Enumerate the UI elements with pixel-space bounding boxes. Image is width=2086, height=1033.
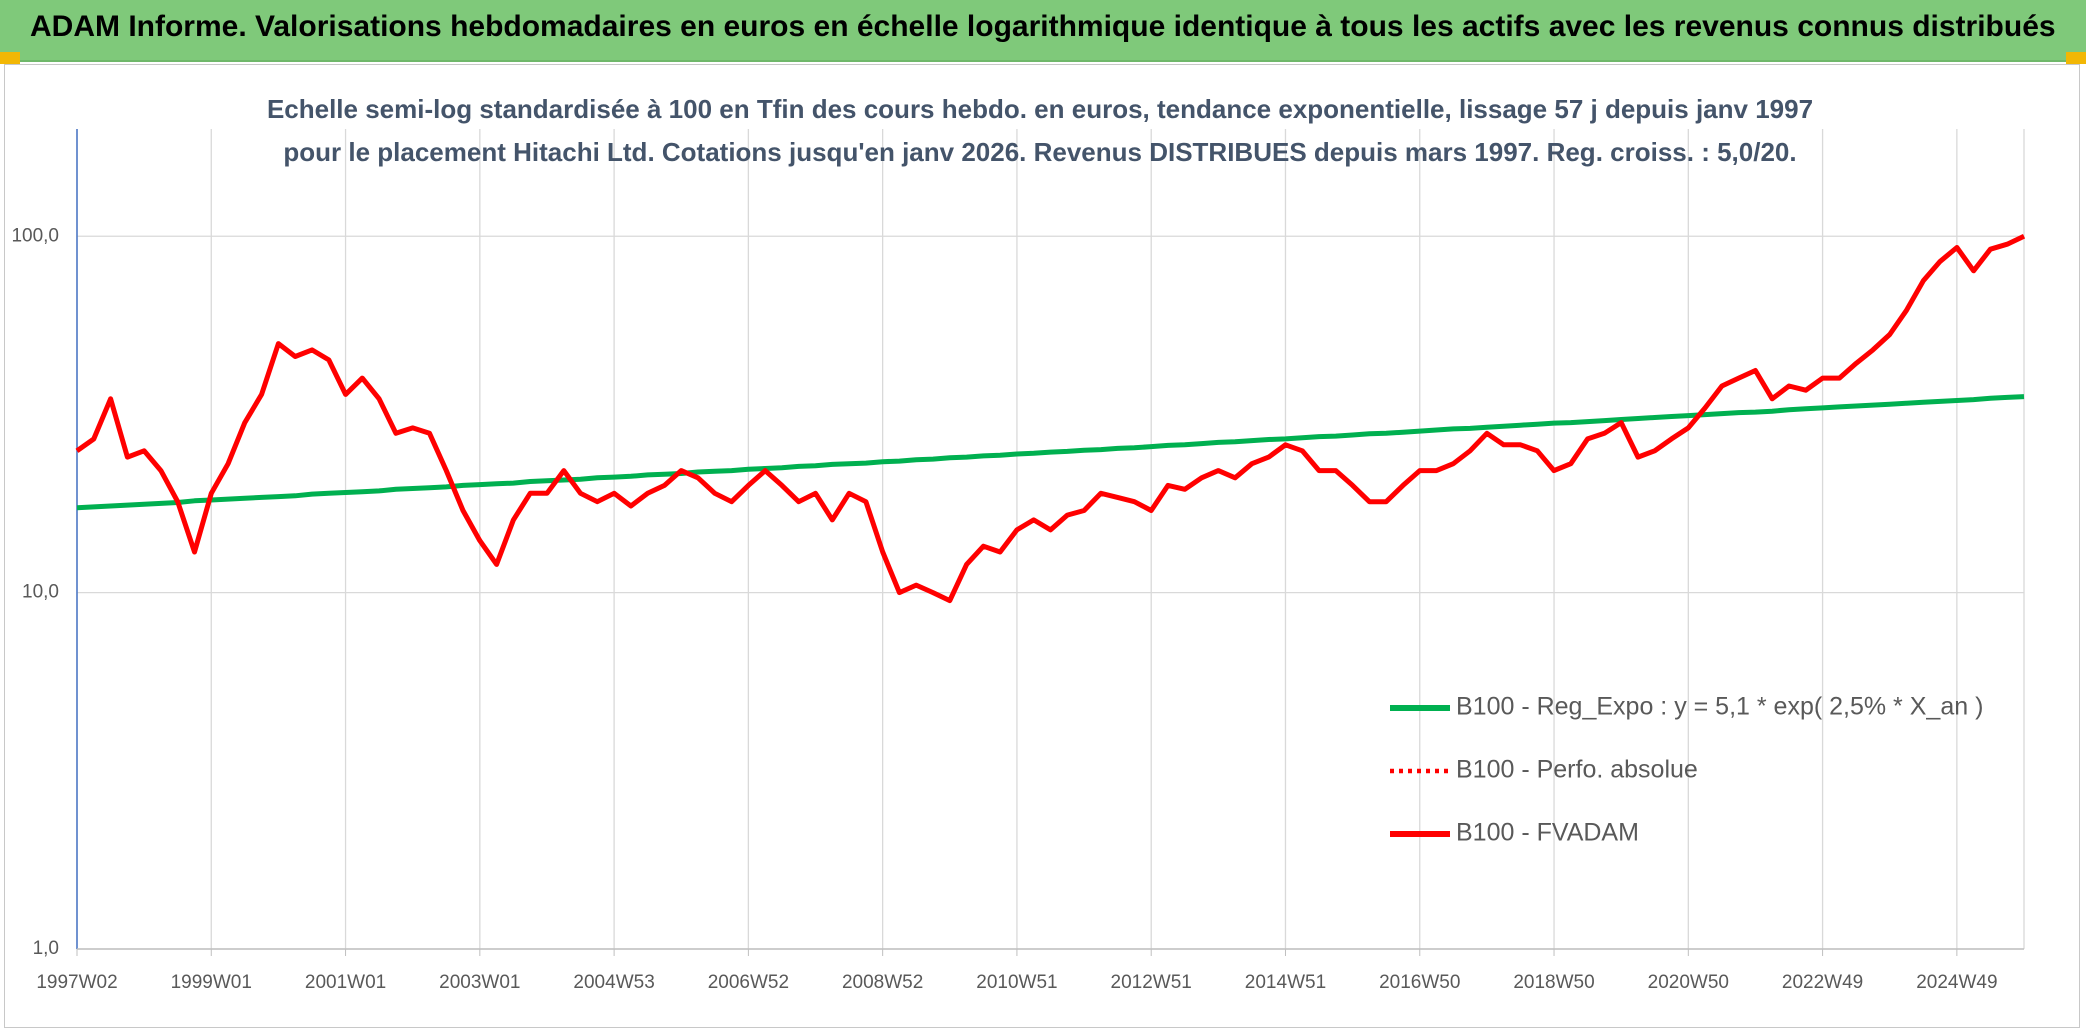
legend-label: B100 - FVADAM <box>1456 819 1639 847</box>
y-tick-label: 1,0 <box>33 938 59 959</box>
x-tick-label: 2003W01 <box>439 972 520 993</box>
x-tick-label: 2024W49 <box>1916 972 1997 993</box>
legend-label: B100 - Perfo. absolue <box>1456 756 1698 784</box>
x-tick-label: 2010W51 <box>976 972 1057 993</box>
chart-subtitle: Echelle semi-log standardisée à 100 en T… <box>266 94 1814 167</box>
x-tick-label: 2020W50 <box>1648 972 1729 993</box>
x-tick-label: 1999W01 <box>171 972 252 993</box>
page-title: ADAM Informe. Valorisations hebdomadaire… <box>30 10 2056 43</box>
x-tick-label: 2008W52 <box>842 972 923 993</box>
data-line <box>75 234 2026 604</box>
x-tick-label: 2022W49 <box>1782 972 1863 993</box>
x-tick-label: 2012W51 <box>1111 972 1192 993</box>
y-tick-label: 10,0 <box>22 582 59 603</box>
x-tick-label: 2004W53 <box>573 972 654 993</box>
data-line <box>76 394 2025 511</box>
chart-frame <box>4 64 2080 1028</box>
corner-mark <box>0 52 20 64</box>
header-bar: ADAM Informe. Valorisations hebdomadaire… <box>0 0 2086 62</box>
data-line <box>75 234 2025 603</box>
x-tick-label: 2014W51 <box>1245 972 1326 993</box>
y-tick-label: 100,0 <box>11 225 59 246</box>
corner-mark <box>2066 52 2086 64</box>
x-tick-label: 2018W50 <box>1513 972 1594 993</box>
legend-label: B100 - Reg_Expo : y = 5,1 * exp( 2,5% * … <box>1456 693 1983 721</box>
x-tick-label: 2016W50 <box>1379 972 1460 993</box>
x-tick-label: 2006W52 <box>708 972 789 993</box>
x-tick-label: 2001W01 <box>305 972 386 993</box>
x-tick-label: 1997W02 <box>36 972 117 993</box>
